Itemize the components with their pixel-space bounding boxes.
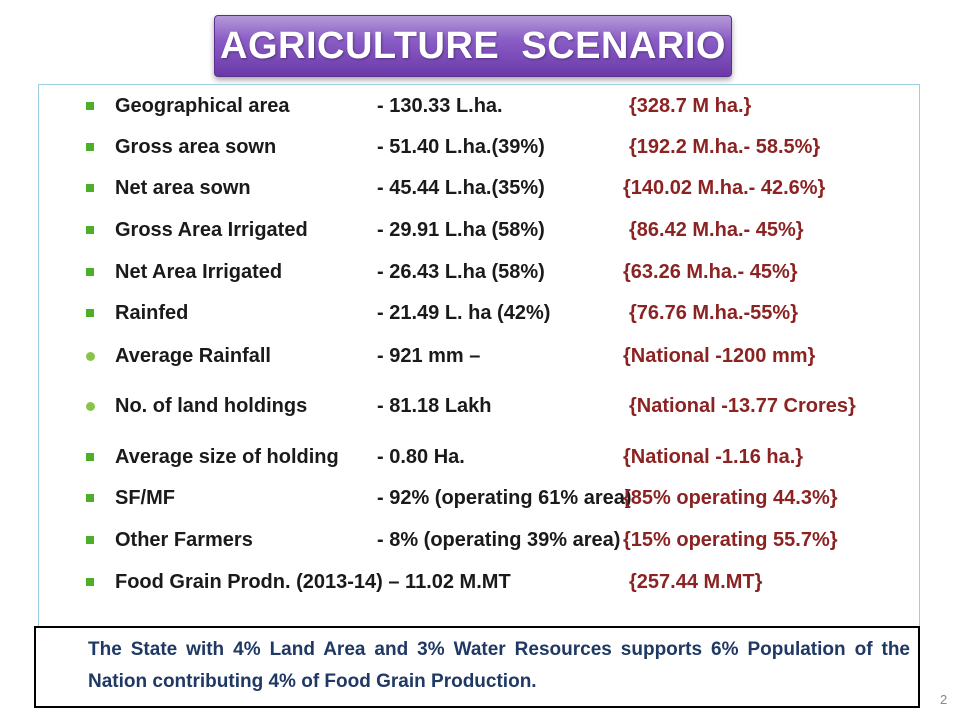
square-bullet-icon [83,453,97,461]
national-value: {140.02 M.ha.- 42.6%} [623,176,826,199]
slide-title: AGRICULTURE SCENARIO [220,24,726,67]
square-bullet-icon [83,268,97,276]
item-label: SF/MF [115,486,175,509]
page-number: 2 [940,692,948,707]
content-box: Geographical area - 130.33 L.ha. {328.7 … [38,84,920,646]
item-value: - 21.49 L. ha (42%) [377,301,551,324]
national-value: {257.44 M.MT} [629,570,763,593]
summary-text: The State with 4% Land Area and 3% Water… [88,639,910,692]
item-label: Other Farmers [115,528,253,551]
square-bullet-icon [83,309,97,317]
item-value: - 92% (operating 61% area) [377,486,632,509]
item-label: Gross Area Irrigated [115,218,308,241]
item-value: - 921 mm – [377,344,481,367]
national-value: {192.2 M.ha.- 58.5%} [629,135,821,158]
item-value: - 29.91 L.ha (58%) [377,218,545,241]
item-value: - 130.33 L.ha. [377,94,503,117]
square-bullet-icon [83,143,97,151]
national-value: {86.42 M.ha.- 45%} [629,218,804,241]
square-bullet-icon [83,226,97,234]
item-label: Rainfed [115,301,189,324]
item-value: - 8% (operating 39% area) [377,528,621,551]
item-label: Food Grain Prodn. (2013-14) – 11.02 M.MT [115,570,511,593]
item-value: - 45.44 L.ha.(35%) [377,176,545,199]
item-label: Net Area Irrigated [115,260,283,283]
national-value: {15% operating 55.7%} [623,528,838,551]
round-bullet-icon [83,352,97,361]
summary-box: The State with 4% Land Area and 3% Water… [34,626,920,708]
square-bullet-icon [83,184,97,192]
item-label: Geographical area [115,94,290,117]
square-bullet-icon [83,578,97,586]
item-label: Net area sown [115,176,251,199]
item-value: - 0.80 Ha. [377,445,465,468]
national-value: {National -1.16 ha.} [623,445,804,468]
title-banner: AGRICULTURE SCENARIO [214,15,732,77]
item-label: Average size of holding [115,445,339,468]
round-bullet-icon [83,402,97,411]
item-label: No. of land holdings [115,394,308,417]
item-value: - 51.40 L.ha.(39%) [377,135,545,158]
square-bullet-icon [83,494,97,502]
item-value: - 81.18 Lakh [377,394,492,417]
square-bullet-icon [83,536,97,544]
national-value: {85% operating 44.3%} [623,486,838,509]
national-value: {76.76 M.ha.-55%} [629,301,798,324]
national-value: {National -13.77 Crores} [629,394,856,417]
national-value: {63.26 M.ha.- 45%} [623,260,798,283]
item-label: Average Rainfall [115,344,271,367]
item-label: Gross area sown [115,135,277,158]
item-value: - 26.43 L.ha (58%) [377,260,545,283]
national-value: {328.7 M ha.} [629,94,752,117]
square-bullet-icon [83,102,97,110]
national-value: {National -1200 mm} [623,344,816,367]
